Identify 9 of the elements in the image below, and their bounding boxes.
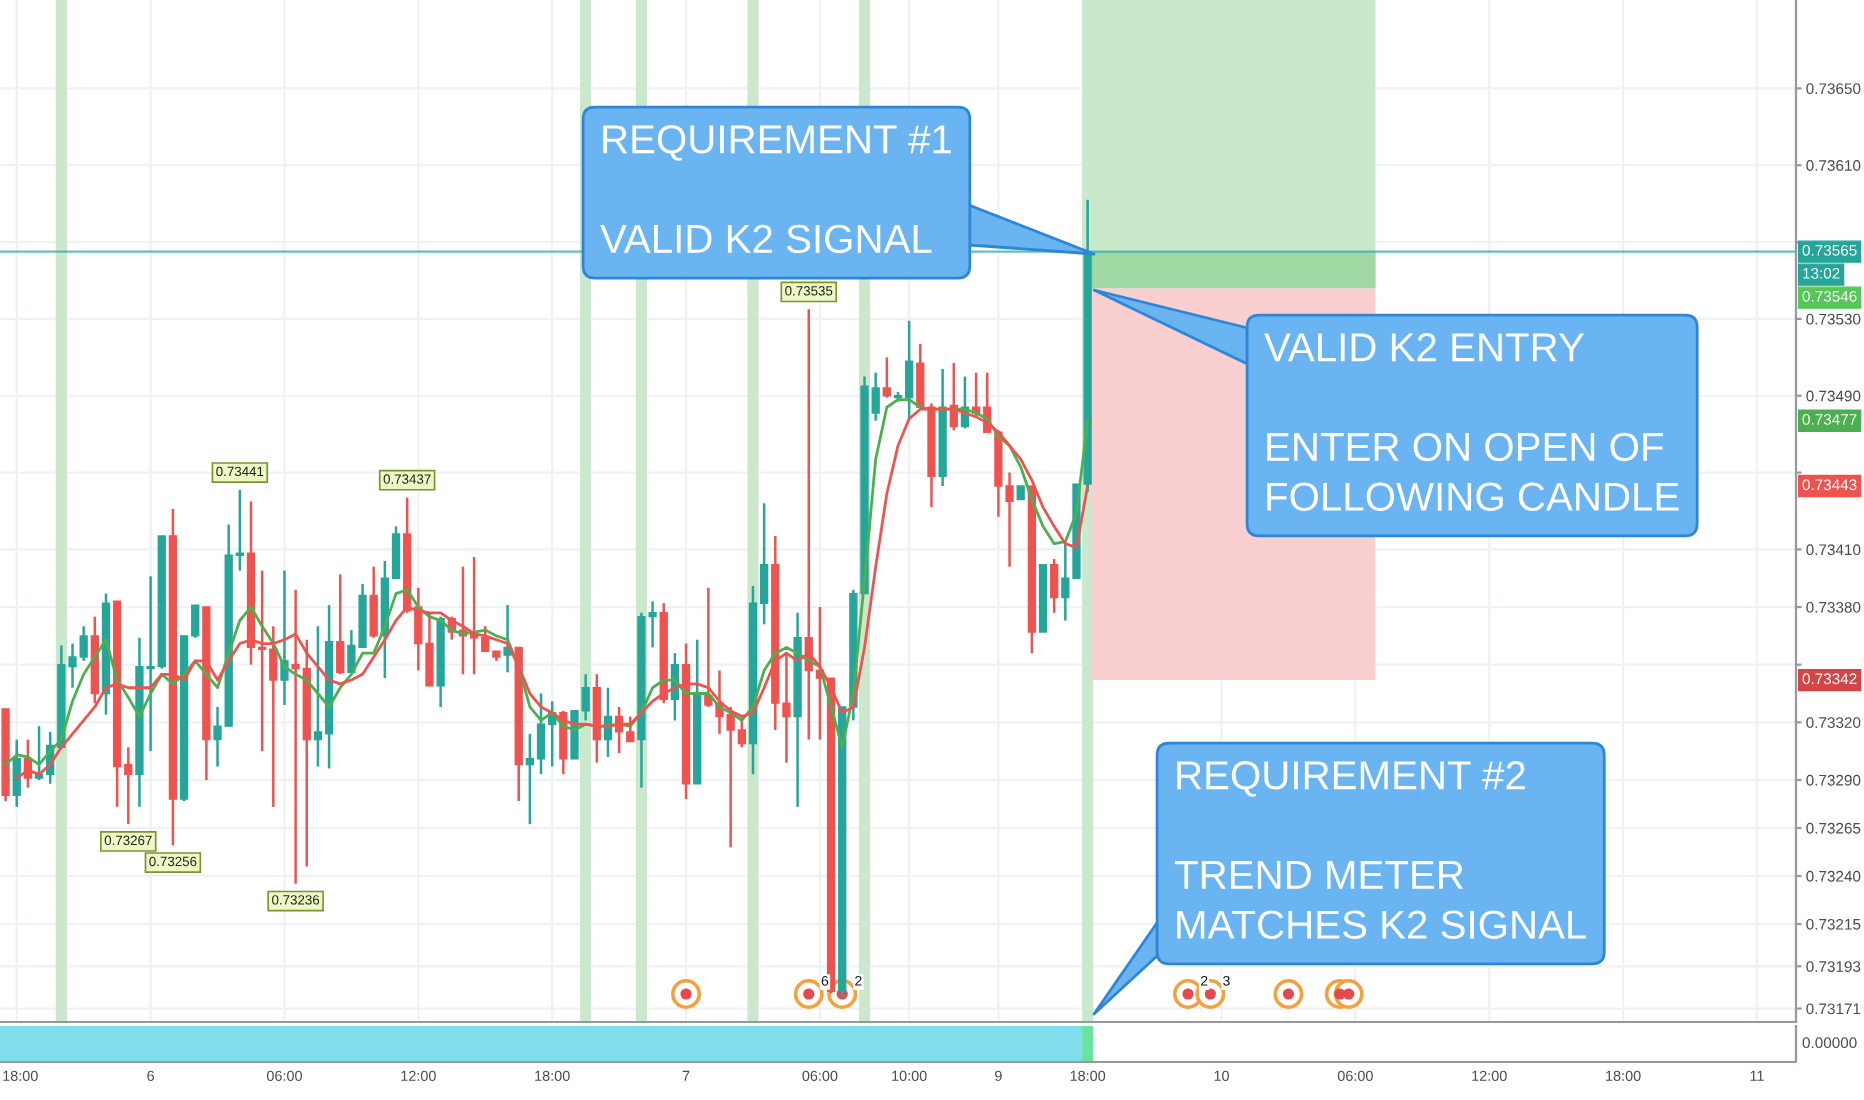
candlestick: [882, 356, 891, 399]
candlestick: [12, 738, 21, 809]
candlestick: [336, 573, 345, 676]
text: VALID K2 ENTRY ENTER ON OPEN OF FOLLOWING CANDLE: [1264, 333, 1679, 511]
text: REQUIREMENT #1 VALID K2 SIGNAL: [600, 125, 951, 254]
candlestick: [280, 569, 289, 707]
candlestick: [369, 565, 378, 640]
text: REQUIREMENT #2 TREND METER MATCHES K2 SIGNAL: [1174, 761, 1586, 939]
candlestick: [1050, 557, 1059, 615]
